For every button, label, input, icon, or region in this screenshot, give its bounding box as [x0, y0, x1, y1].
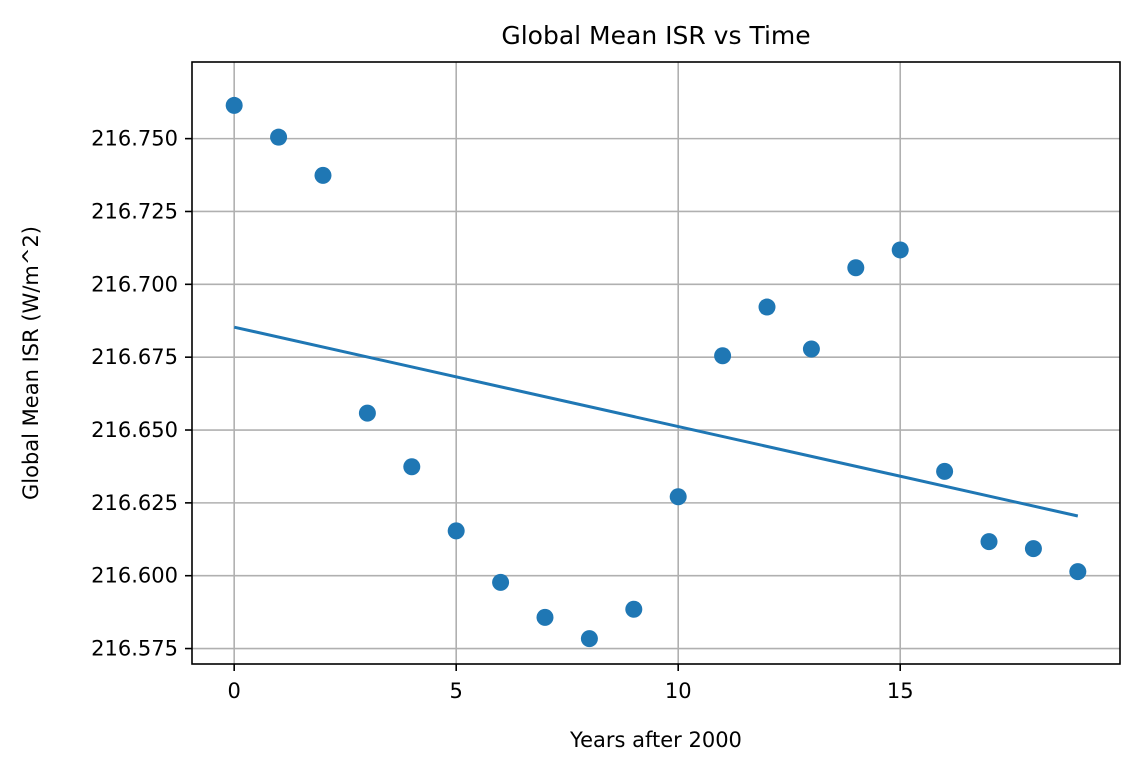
x-tick-label: 5	[450, 679, 463, 703]
y-axis-label: Global Mean ISR (W/m^2)	[19, 226, 43, 500]
plot-frame	[191, 61, 1121, 665]
data-point	[714, 347, 732, 365]
data-point	[492, 573, 510, 591]
y-tick-label: 216.725	[91, 199, 178, 223]
y-tick-label: 216.700	[91, 272, 178, 296]
x-axis: 0 5 10 15	[227, 664, 914, 703]
data-point	[403, 458, 421, 476]
data-point	[536, 608, 554, 626]
data-point	[314, 166, 332, 184]
x-tick-label: 10	[665, 679, 692, 703]
data-point	[758, 298, 776, 316]
y-tick-label: 216.575	[91, 637, 178, 661]
data-points	[225, 96, 1087, 648]
y-tick-label: 216.625	[91, 491, 178, 515]
y-axis: 216.575 216.600 216.625 216.650 216.675 216.7…	[91, 127, 192, 661]
data-point	[270, 128, 288, 146]
data-point	[802, 340, 820, 358]
y-tick-label: 216.600	[91, 564, 178, 588]
x-tick-label: 0	[227, 679, 240, 703]
grid	[192, 62, 1120, 664]
trend-line-layer	[233, 325, 1079, 518]
chart-title: Global Mean ISR vs Time	[501, 21, 810, 50]
data-point	[225, 96, 243, 114]
data-point	[447, 522, 465, 540]
y-tick-label: 216.650	[91, 418, 178, 442]
y-tick-label: 216.750	[91, 127, 178, 151]
data-point	[980, 533, 998, 551]
data-point	[936, 462, 954, 480]
data-point	[891, 241, 909, 259]
data-point	[669, 488, 687, 506]
data-point	[1024, 540, 1042, 558]
data-point	[847, 259, 865, 277]
trend-line	[233, 325, 1079, 518]
x-axis-label: Years after 2000	[569, 728, 742, 752]
data-point	[580, 630, 598, 648]
y-tick-label: 216.675	[91, 345, 178, 369]
data-point	[358, 404, 376, 422]
data-point	[625, 600, 643, 618]
x-tick-label: 15	[887, 679, 914, 703]
data-point	[1069, 563, 1087, 581]
